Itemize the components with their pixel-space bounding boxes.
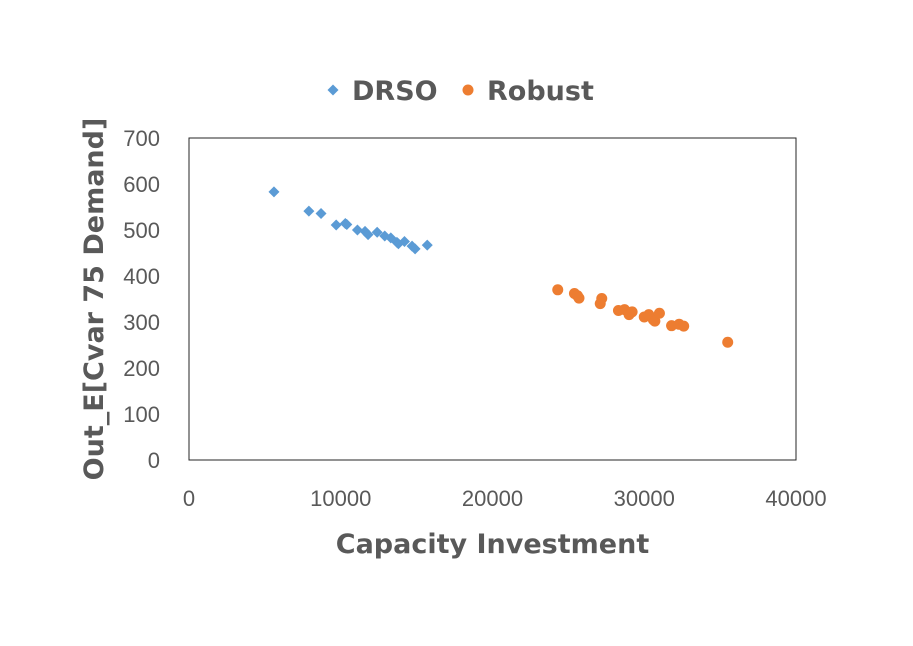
robust-point: [722, 336, 734, 348]
y-tick-label: 100: [123, 402, 160, 427]
drso-point: [268, 186, 280, 198]
legend-marker-drso: [327, 84, 339, 96]
x-axis-ticks: 0 10000 20000 30000 40000: [183, 486, 827, 511]
legend-item-drso: DRSO: [327, 76, 438, 107]
y-tick-label: 600: [123, 172, 160, 197]
robust-point: [552, 284, 564, 296]
y-tick-label: 300: [123, 310, 160, 335]
y-axis-title: Out_E[Cvar 75 Demand]: [79, 118, 110, 481]
legend-label-drso: DRSO: [352, 76, 438, 107]
y-tick-label: 500: [123, 218, 160, 243]
drso-point: [315, 207, 327, 219]
robust-point: [678, 320, 690, 332]
x-tick-label: 10000: [310, 486, 371, 511]
legend-label-robust: Robust: [487, 76, 594, 107]
data-points: [268, 186, 734, 348]
drso-point: [409, 243, 421, 255]
legend: DRSO Robust: [327, 76, 594, 107]
drso-point: [330, 219, 342, 231]
y-tick-label: 700: [123, 126, 160, 151]
drso-point: [371, 226, 383, 238]
series-drso: [268, 186, 433, 255]
robust-point: [626, 306, 638, 318]
y-tick-label: 200: [123, 356, 160, 381]
x-axis-title: Capacity Investment: [336, 529, 650, 560]
x-tick-label: 40000: [765, 486, 826, 511]
drso-point: [398, 236, 410, 247]
drso-point: [362, 229, 374, 241]
plot-area: [188, 137, 797, 461]
y-tick-label: 400: [123, 264, 160, 289]
x-tick-label: 30000: [614, 486, 675, 511]
drso-point: [351, 224, 363, 236]
robust-point: [596, 293, 608, 305]
drso-point: [341, 218, 353, 230]
legend-marker-robust: [462, 84, 474, 96]
robust-point: [653, 307, 665, 319]
x-tick-label: 20000: [462, 486, 523, 511]
legend-item-robust: Robust: [462, 76, 594, 107]
robust-point: [573, 292, 585, 304]
x-tick-label: 0: [183, 486, 195, 511]
series-robust: [552, 284, 734, 348]
drso-point: [421, 239, 433, 251]
y-tick-label: 0: [148, 448, 160, 473]
y-axis-ticks: 0 100 200 300 400 500 600 700: [123, 126, 160, 473]
drso-point: [303, 205, 315, 217]
